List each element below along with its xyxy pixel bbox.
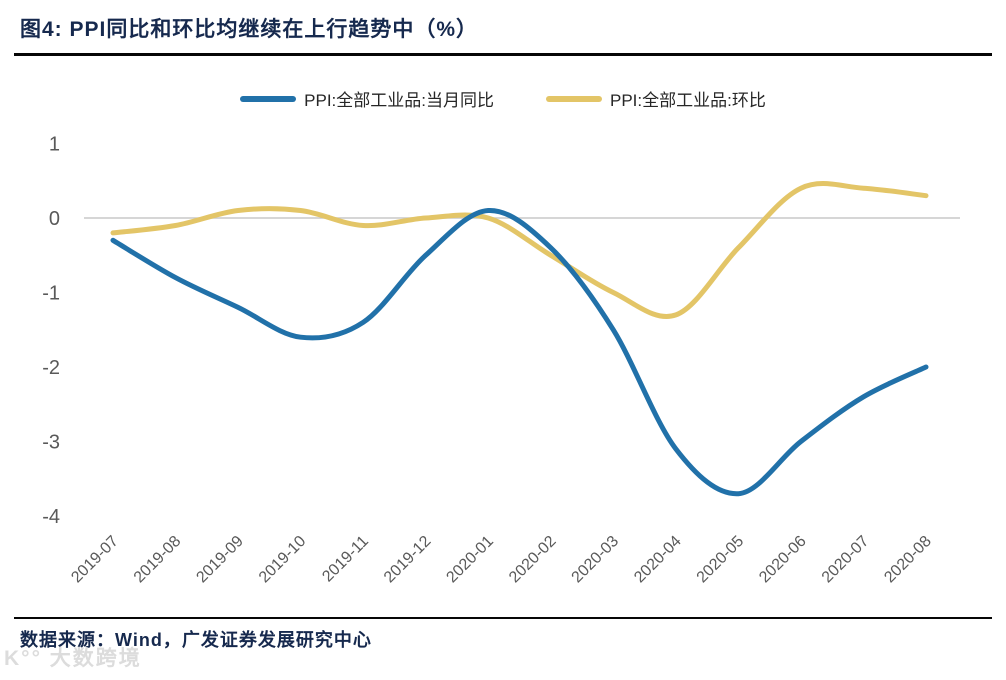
y-tick-label: -3: [42, 432, 60, 454]
x-tick-label: 2020-08: [881, 533, 935, 587]
legend-item-yoy: PPI:全部工业品:当月同比: [240, 86, 494, 111]
x-tick-label: 2019-09: [193, 533, 247, 587]
footer-divider: [14, 617, 992, 619]
figure-title: 图4: PPI同比和环比均继续在上行趋势中（%）: [20, 18, 479, 41]
x-tick-label: 2020-03: [569, 533, 623, 587]
x-tick-label: 2019-08: [131, 533, 185, 587]
chart-legend: PPI:全部工业品:当月同比 PPI:全部工业品:环比: [0, 86, 1006, 111]
legend-item-mom: PPI:全部工业品:环比: [546, 86, 766, 111]
legend-swatch-yoy-line: [240, 95, 297, 102]
data-source: 数据来源：Wind，广发证券发展研究中心: [20, 630, 372, 650]
x-tick-label: 2020-02: [506, 533, 560, 587]
x-tick-label: 2020-01: [443, 533, 497, 587]
watermark: K°° 大数跨境: [4, 647, 142, 670]
title-divider: [14, 53, 992, 56]
x-tick-label: 2020-04: [631, 533, 685, 587]
x-tick-label: 2019-11: [319, 533, 372, 586]
y-tick-label: 1: [49, 134, 60, 156]
y-tick-label: -2: [42, 357, 60, 379]
x-tick-label: 2020-06: [756, 533, 810, 587]
legend-label-yoy: PPI:全部工业品:当月同比: [304, 91, 494, 110]
x-tick-label: 2019-07: [68, 533, 122, 587]
x-tick-label: 2019-10: [256, 533, 310, 587]
series-line-mom: [110, 181, 929, 319]
y-tick-label: -1: [42, 283, 60, 305]
x-tick-label: 2019-12: [381, 533, 435, 587]
legend-label-mom: PPI:全部工业品:环比: [610, 91, 766, 110]
x-tick-label: 2020-05: [694, 533, 748, 587]
y-tick-label: 0: [49, 208, 60, 230]
y-tick-label: -4: [42, 506, 60, 528]
x-tick-label: 2020-07: [819, 533, 873, 587]
legend-swatch-mom-line: [546, 95, 602, 102]
series-line-yoy: [110, 207, 929, 497]
